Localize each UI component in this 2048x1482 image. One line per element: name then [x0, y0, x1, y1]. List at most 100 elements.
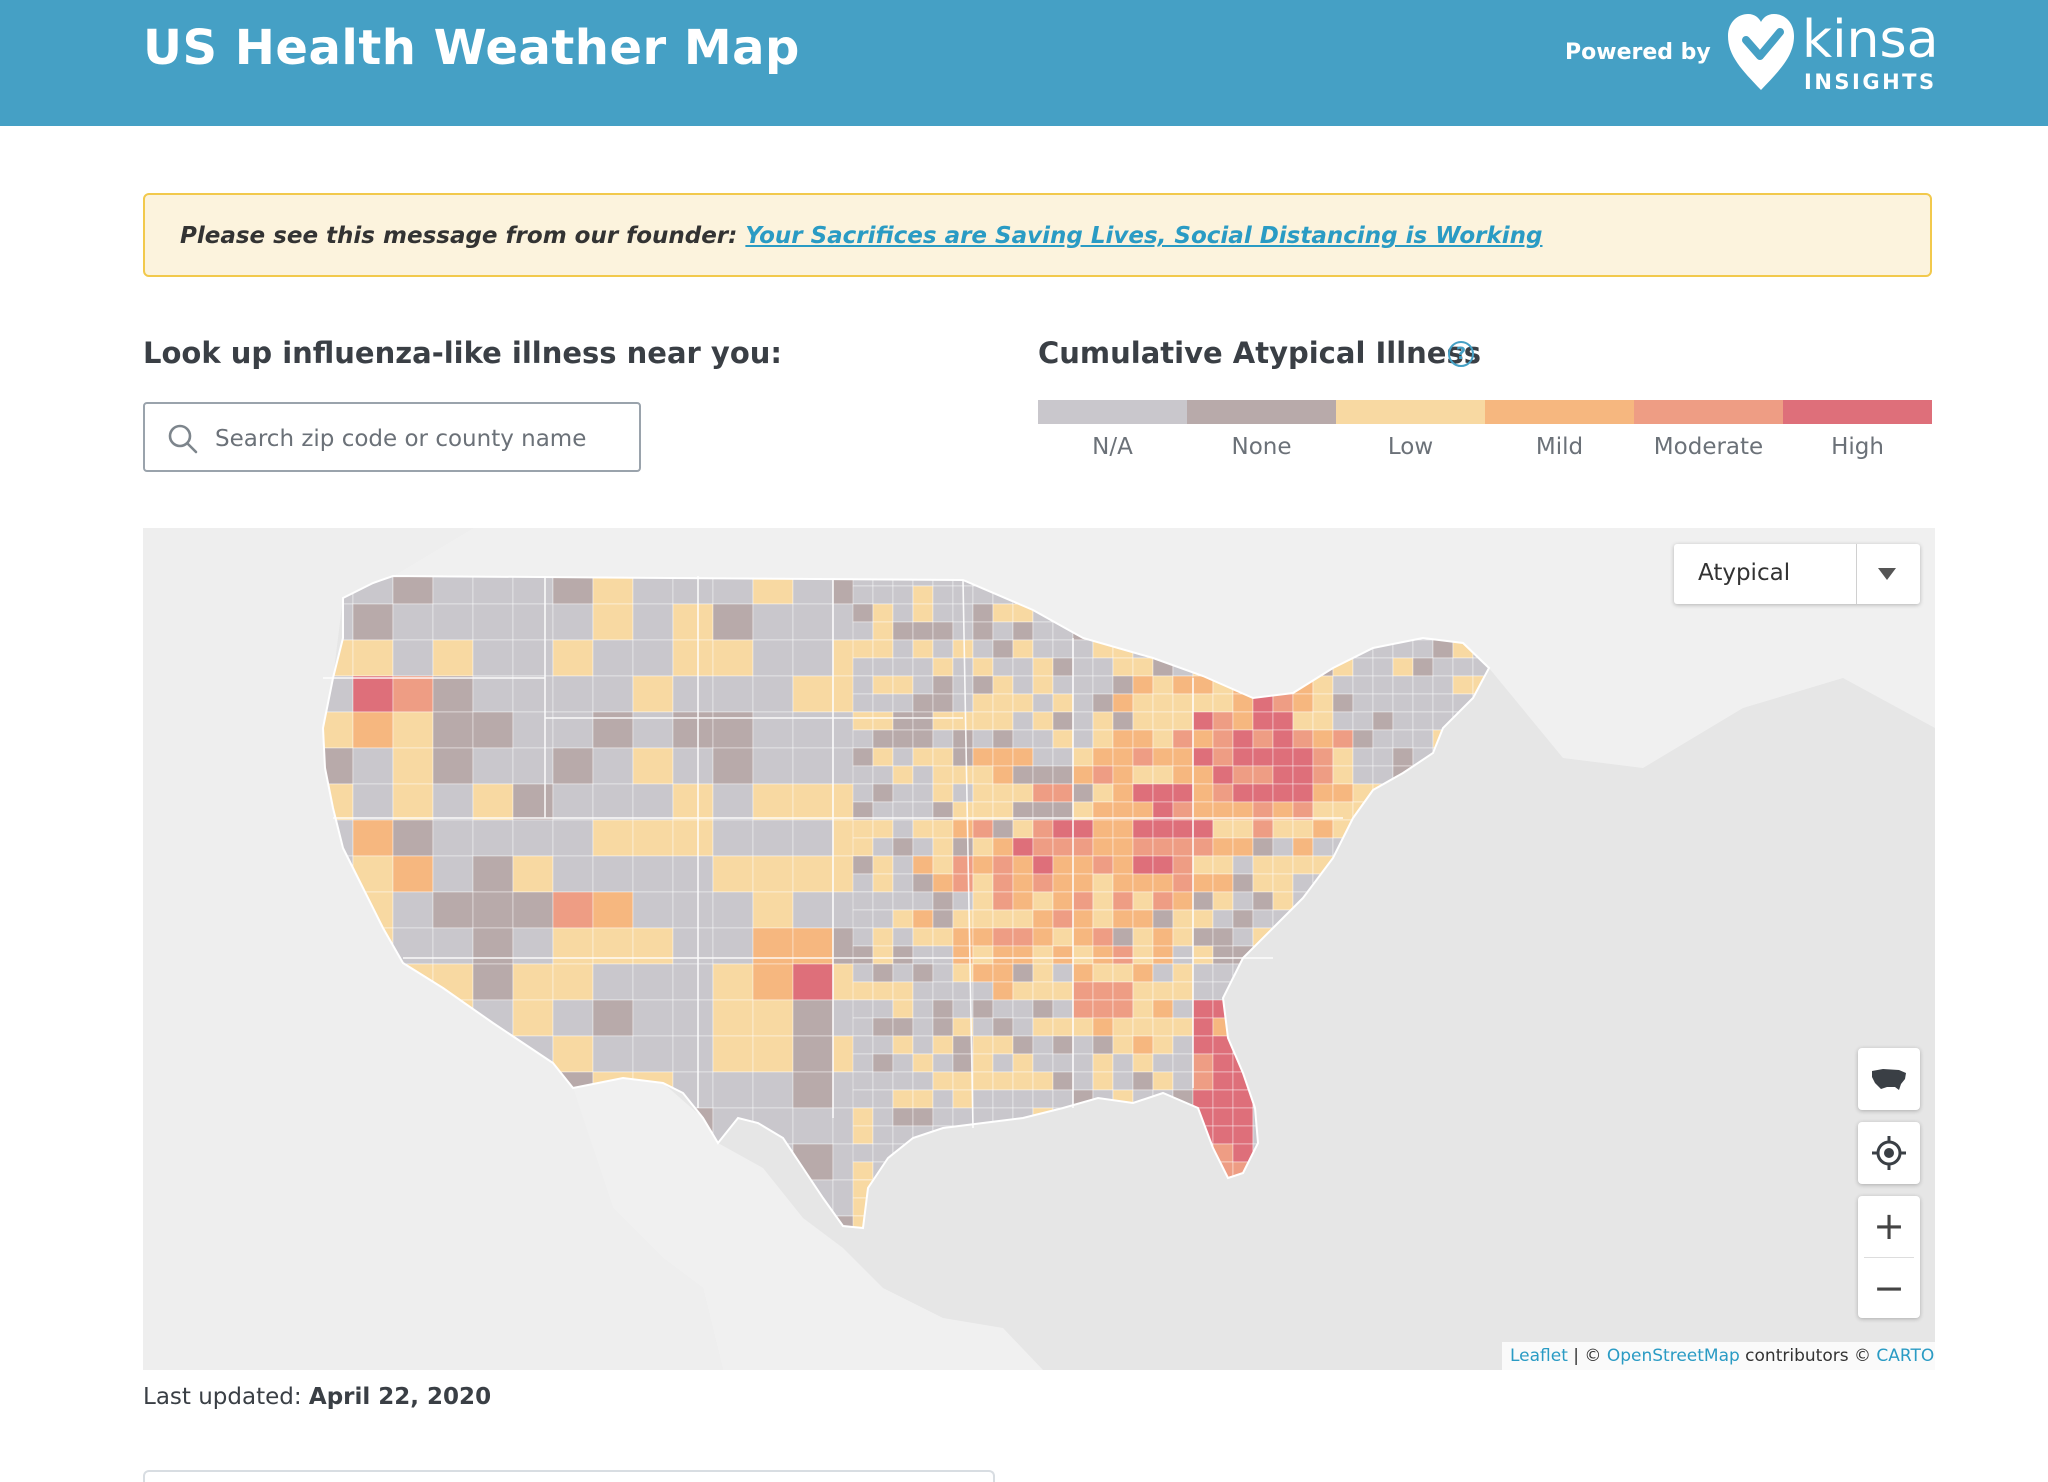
county-cell[interactable] — [872, 1125, 894, 1145]
county-cell[interactable] — [512, 891, 554, 929]
county-cell[interactable] — [912, 603, 934, 623]
county-cell[interactable] — [872, 1107, 894, 1127]
county-cell[interactable] — [672, 639, 714, 677]
county-cell[interactable] — [872, 657, 894, 677]
county-cell[interactable] — [1132, 873, 1154, 893]
county-cell[interactable] — [1132, 819, 1154, 839]
county-cell[interactable] — [852, 675, 874, 695]
county-cell[interactable] — [1112, 765, 1134, 785]
county-cell[interactable] — [972, 945, 994, 965]
county-cell[interactable] — [1272, 873, 1294, 893]
county-cell[interactable] — [912, 981, 934, 1001]
county-cell[interactable] — [1252, 873, 1274, 893]
search-box[interactable] — [143, 402, 641, 472]
county-cell[interactable] — [1272, 765, 1294, 785]
county-cell[interactable] — [1072, 927, 1094, 947]
county-cell[interactable] — [1172, 963, 1194, 983]
county-cell[interactable] — [1292, 855, 1314, 875]
county-cell[interactable] — [932, 837, 954, 857]
county-cell[interactable] — [912, 585, 934, 605]
county-cell[interactable] — [872, 1071, 894, 1091]
county-cell[interactable] — [992, 783, 1014, 803]
county-cell[interactable] — [1272, 891, 1294, 911]
county-cell[interactable] — [672, 603, 714, 641]
county-cell[interactable] — [852, 693, 874, 713]
county-cell[interactable] — [892, 927, 914, 947]
county-cell[interactable] — [1092, 819, 1114, 839]
county-cell[interactable] — [852, 945, 874, 965]
county-cell[interactable] — [792, 639, 834, 677]
county-cell[interactable] — [1212, 945, 1234, 965]
county-cell[interactable] — [972, 981, 994, 1001]
county-cell[interactable] — [1372, 747, 1394, 767]
county-cell[interactable] — [912, 999, 934, 1019]
county-cell[interactable] — [1052, 909, 1074, 929]
county-cell[interactable] — [472, 855, 514, 893]
county-cell[interactable] — [912, 729, 934, 749]
county-cell[interactable] — [852, 1107, 874, 1127]
county-cell[interactable] — [1072, 675, 1094, 695]
county-cell[interactable] — [1272, 819, 1294, 839]
county-cell[interactable] — [912, 675, 934, 695]
county-cell[interactable] — [952, 675, 974, 695]
county-cell[interactable] — [1232, 765, 1254, 785]
county-cell[interactable] — [1012, 657, 1034, 677]
county-cell[interactable] — [852, 621, 874, 641]
county-cell[interactable] — [1172, 711, 1194, 731]
county-cell[interactable] — [752, 783, 794, 821]
county-cell[interactable] — [1272, 747, 1294, 767]
county-cell[interactable] — [352, 747, 394, 785]
county-cell[interactable] — [632, 568, 674, 605]
county-cell[interactable] — [432, 783, 474, 821]
county-cell[interactable] — [872, 819, 894, 839]
county-cell[interactable] — [892, 999, 914, 1019]
county-cell[interactable] — [1072, 747, 1094, 767]
county-cell[interactable] — [1032, 657, 1054, 677]
county-cell[interactable] — [972, 1035, 994, 1055]
county-cell[interactable] — [1052, 747, 1074, 767]
county-cell[interactable] — [1332, 747, 1354, 767]
county-cell[interactable] — [1312, 783, 1334, 803]
county-cell[interactable] — [972, 891, 994, 911]
county-cell[interactable] — [912, 963, 934, 983]
county-cell[interactable] — [1212, 1071, 1234, 1091]
county-cell[interactable] — [1072, 1053, 1094, 1073]
county-cell[interactable] — [872, 783, 894, 803]
county-cell[interactable] — [792, 1035, 834, 1073]
county-cell[interactable] — [592, 1035, 634, 1073]
county-cell[interactable] — [1012, 909, 1034, 929]
county-cell[interactable] — [552, 999, 594, 1037]
county-cell[interactable] — [1292, 729, 1314, 749]
county-cell[interactable] — [912, 747, 934, 767]
county-cell[interactable] — [712, 568, 754, 605]
county-cell[interactable] — [892, 963, 914, 983]
county-cell[interactable] — [1232, 783, 1254, 803]
county-cell[interactable] — [1132, 855, 1154, 875]
county-cell[interactable] — [852, 747, 874, 767]
county-cell[interactable] — [1132, 1071, 1154, 1091]
county-cell[interactable] — [632, 675, 674, 713]
zoom-in-button[interactable]: + — [1873, 1204, 1905, 1248]
founder-message-link[interactable]: Your Sacrifices are Saving Lives, Social… — [745, 223, 1543, 249]
county-cell[interactable] — [1072, 891, 1094, 911]
county-cell[interactable] — [872, 675, 894, 695]
county-cell[interactable] — [1212, 873, 1234, 893]
county-cell[interactable] — [892, 1035, 914, 1055]
county-cell[interactable] — [592, 568, 634, 605]
county-cell[interactable] — [992, 819, 1014, 839]
county-cell[interactable] — [1252, 855, 1274, 875]
kinsa-logo-word[interactable]: kinsa — [1802, 10, 1939, 70]
county-cell[interactable] — [872, 945, 894, 965]
county-cell[interactable] — [1212, 1125, 1234, 1145]
county-cell[interactable] — [852, 729, 874, 749]
county-cell[interactable] — [1132, 909, 1154, 929]
county-cell[interactable] — [1012, 891, 1034, 911]
county-cell[interactable] — [592, 675, 634, 713]
county-cell[interactable] — [1212, 1053, 1234, 1073]
county-cell[interactable] — [932, 1107, 954, 1127]
county-cell[interactable] — [952, 837, 974, 857]
county-cell[interactable] — [1052, 873, 1074, 893]
county-cell[interactable] — [712, 1035, 754, 1073]
county-cell[interactable] — [1012, 729, 1034, 749]
county-cell[interactable] — [1052, 1017, 1074, 1037]
